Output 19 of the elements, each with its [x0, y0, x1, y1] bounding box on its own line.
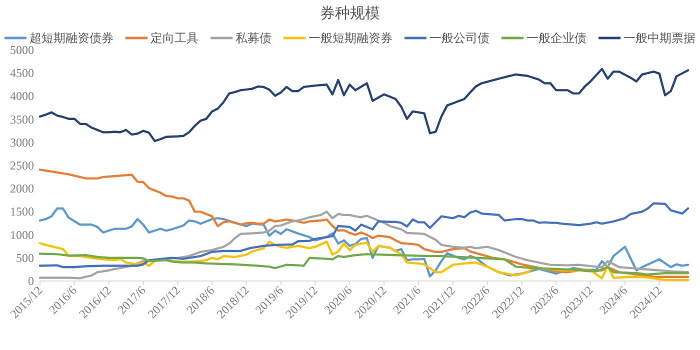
y-tick-label: 1500	[10, 204, 34, 219]
legend-label: 私募债	[236, 31, 272, 45]
y-tick-label: 5000	[10, 43, 34, 57]
legend-label: 定向工具	[150, 31, 198, 45]
legend-label: 一般公司债	[430, 31, 490, 45]
y-tick-label: 3500	[10, 112, 34, 126]
title: 券种规模	[320, 6, 380, 22]
legend-label: 一般企业债	[526, 31, 586, 45]
y-tick-label: 3000	[10, 135, 34, 150]
legend-label: 一般短期融资券	[308, 31, 392, 45]
y-tick-label: 0	[28, 274, 34, 288]
legend-label: 一般中期票据	[624, 31, 696, 45]
y-tick-label: 4500	[10, 66, 34, 80]
y-tick-label: 1000	[10, 228, 34, 242]
legend-label: 超短期融资债券	[30, 31, 114, 45]
y-tick-label: 2000	[10, 182, 34, 196]
y-tick-label: 2500	[10, 158, 34, 172]
y-tick-label: 4000	[10, 89, 34, 104]
y-tick-label: 500	[16, 250, 34, 265]
